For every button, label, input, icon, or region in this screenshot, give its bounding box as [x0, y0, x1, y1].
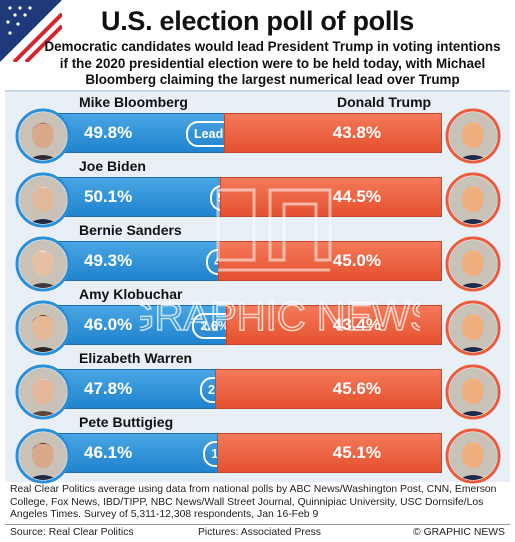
pictures-credit: Pictures: Associated Press [198, 527, 322, 538]
source-credit: Source: Real Clear Politics [10, 527, 134, 538]
trump-value-label: 45.0% [332, 251, 381, 270]
trump-bar: 45.0% [217, 241, 442, 281]
democrat-bar: 46.0% 2.6% [53, 305, 246, 345]
poll-row: Pete Buttigieg 46.1%1% 45.1% [5, 412, 510, 484]
poll-row: Mike Bloomberg Donald Trump 49.8% Lead 6% 43… [5, 92, 510, 164]
trump-photo-icon [445, 108, 501, 164]
candidate-name: Pete Buttigieg [79, 414, 174, 430]
trump-bar: 43.4% [225, 305, 442, 345]
chart-subtitle: Democratic candidates would lead Preside… [44, 39, 501, 87]
democrat-bar: 46.1%1% [53, 433, 247, 473]
chart-panel: Mike Bloomberg Donald Trump 49.8% Lead 6% 43… [5, 90, 510, 484]
trump-photo-icon [445, 300, 501, 356]
democrat-value-label: 49.3% [84, 251, 133, 270]
candidate-name: Joe Biden [79, 158, 146, 174]
poll-row: Amy Klobuchar 46.0% 2.6% 43.4% [5, 284, 510, 356]
chart-title: U.S. election poll of polls [101, 6, 414, 36]
candidate-name: Elizabeth Warren [79, 350, 193, 366]
trump-photo-icon [445, 236, 501, 292]
candidate-photo-icon [15, 236, 71, 292]
trump-photo-icon [445, 428, 501, 484]
trump-value-label: 45.6% [332, 379, 381, 398]
trump-value-label: 43.4% [332, 315, 381, 334]
democrat-value-label: 46.1% [84, 443, 133, 462]
us-flag-icon [0, 0, 62, 62]
trump-photo-icon [445, 364, 501, 420]
candidate-name: Bernie Sanders [79, 222, 182, 238]
candidate-photo-icon [15, 300, 71, 356]
candidate-name: Mike Bloomberg [79, 94, 188, 110]
trump-bar: 45.6% [215, 369, 442, 409]
democrat-value-label: 49.8% [84, 123, 133, 142]
democrat-value-label: 47.8% [84, 379, 133, 398]
divider [5, 524, 510, 525]
trump-photo-icon [445, 172, 501, 228]
copyright: © GRAPHIC NEWS [413, 527, 505, 538]
candidate-name: Amy Klobuchar [79, 286, 183, 302]
candidate-photo-icon [15, 364, 71, 420]
footnote: Real Clear Politics average using data f… [10, 484, 497, 521]
democrat-value-label: 50.1% [84, 187, 133, 206]
trump-bar: 44.5% [220, 177, 442, 217]
trump-bar: 45.1% [217, 433, 442, 473]
candidate-photo-icon [15, 428, 71, 484]
democrat-value-label: 46.0% [84, 315, 133, 334]
trump-bar: 43.8% [223, 113, 442, 153]
candidate-photo-icon [15, 172, 71, 228]
trump-value-label: 43.8% [332, 123, 381, 142]
candidate-photo-icon [15, 108, 71, 164]
trump-value-label: 44.5% [332, 187, 381, 206]
opponent-name: Donald Trump [337, 94, 432, 110]
trump-value-label: 45.1% [332, 443, 381, 462]
